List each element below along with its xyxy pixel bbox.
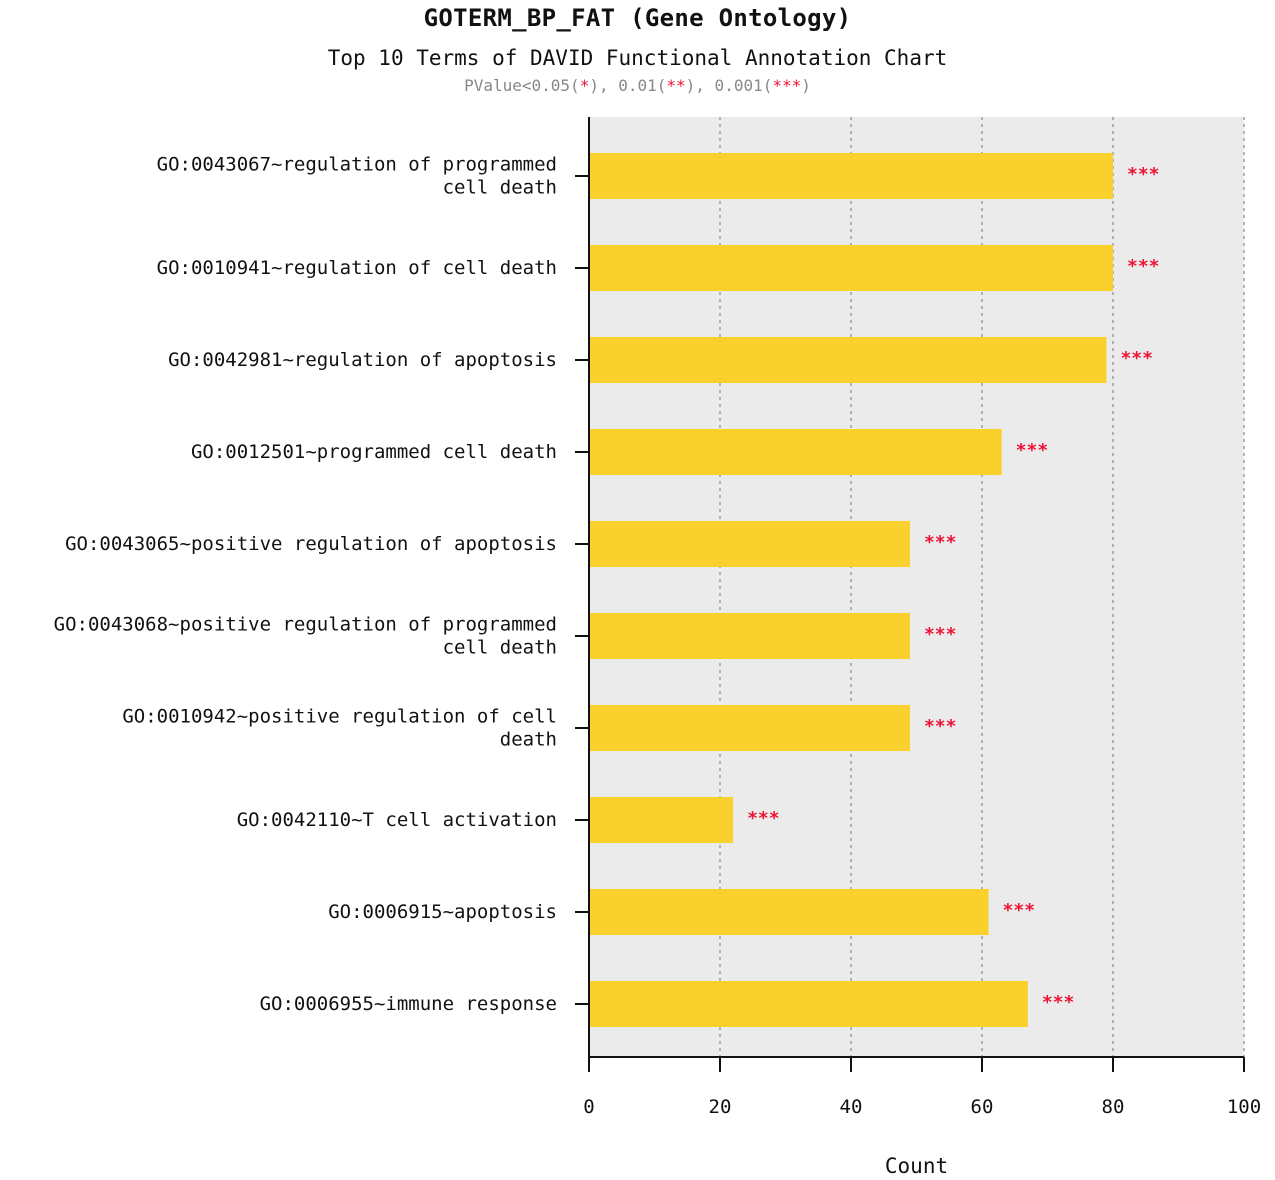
significance-label: *** <box>1120 348 1153 369</box>
bar <box>589 429 1002 475</box>
bar <box>589 245 1113 291</box>
category-label-line: GO:0043067~regulation of programmed <box>157 154 557 176</box>
category-label-line: death <box>500 729 557 751</box>
chart-title: GOTERM_BP_FAT (Gene Ontology) <box>423 4 852 32</box>
category-label: GO:0043067~regulation of programmed cell … <box>157 154 557 199</box>
legend-text-mid1: ), 0.01( <box>589 76 667 95</box>
x-tick-label: 20 <box>709 1096 732 1118</box>
category-label-line: cell death <box>443 637 557 659</box>
significance-label: *** <box>924 624 957 645</box>
chart-subtitle: Top 10 Terms of DAVID Functional Annotat… <box>327 46 948 70</box>
category-label-line: GO:0043068~positive regulation of progra… <box>54 614 557 636</box>
legend-text-mid2: ), 0.001( <box>685 76 773 95</box>
x-axis-title: Count <box>885 1154 948 1178</box>
category-label: GO:0043065~positive regulation of apopto… <box>65 533 557 555</box>
category-label-line: GO:0042981~regulation of apoptosis <box>168 349 557 371</box>
x-tick-label: 100 <box>1227 1096 1261 1118</box>
significance-label: *** <box>1042 992 1075 1013</box>
category-label: GO:0042110~T cell activation <box>237 809 557 831</box>
category-label-line: cell death <box>443 177 557 199</box>
bar <box>589 153 1113 199</box>
significance-label: *** <box>1127 164 1160 185</box>
x-tick-label: 40 <box>840 1096 863 1118</box>
category-label-line: GO:0042110~T cell activation <box>237 809 557 831</box>
category-label-line: GO:0006915~apoptosis <box>328 901 557 923</box>
x-tick-label: 0 <box>583 1096 594 1118</box>
category-label-line: GO:0006955~immune response <box>260 993 557 1015</box>
significance-legend: PValue<0.05(*), 0.01(**), 0.001(***) <box>0 76 1275 95</box>
category-label-line: GO:0010941~regulation of cell death <box>157 257 557 279</box>
significance-label: *** <box>924 716 957 737</box>
bar <box>589 797 734 843</box>
category-label-line: GO:0043065~positive regulation of apopto… <box>65 533 557 555</box>
category-label: GO:0010941~regulation of cell death <box>157 257 557 279</box>
bar <box>589 981 1028 1027</box>
category-label: GO:0042981~regulation of apoptosis <box>168 349 557 371</box>
bar <box>589 521 910 567</box>
category-label-line: GO:0012501~programmed cell death <box>191 441 557 463</box>
significance-label: *** <box>1003 900 1036 921</box>
bar <box>589 889 989 935</box>
legend-text-prefix: PValue<0.05( <box>464 76 580 95</box>
significance-label: *** <box>1127 256 1160 277</box>
category-label: GO:0010942~positive regulation of cell de… <box>122 706 557 751</box>
significance-label: *** <box>924 532 957 553</box>
significance-label: *** <box>747 808 780 829</box>
x-tick-label: 80 <box>1102 1096 1125 1118</box>
bar <box>589 613 910 659</box>
significance-label: *** <box>1016 440 1049 461</box>
legend-text-suffix: ) <box>801 76 811 95</box>
category-label: GO:0043068~positive regulation of progra… <box>54 614 557 659</box>
bar <box>589 337 1107 383</box>
legend-star-005: * <box>579 76 590 95</box>
legend-star-0001: *** <box>772 76 802 95</box>
category-label: GO:0006915~apoptosis <box>328 901 557 923</box>
x-tick-label: 60 <box>971 1096 994 1118</box>
category-label-line: GO:0010942~positive regulation of cell <box>122 706 557 728</box>
bar <box>589 705 910 751</box>
category-label: GO:0012501~programmed cell death <box>191 441 557 463</box>
category-label: GO:0006955~immune response <box>260 993 557 1015</box>
legend-star-001: ** <box>666 76 686 95</box>
